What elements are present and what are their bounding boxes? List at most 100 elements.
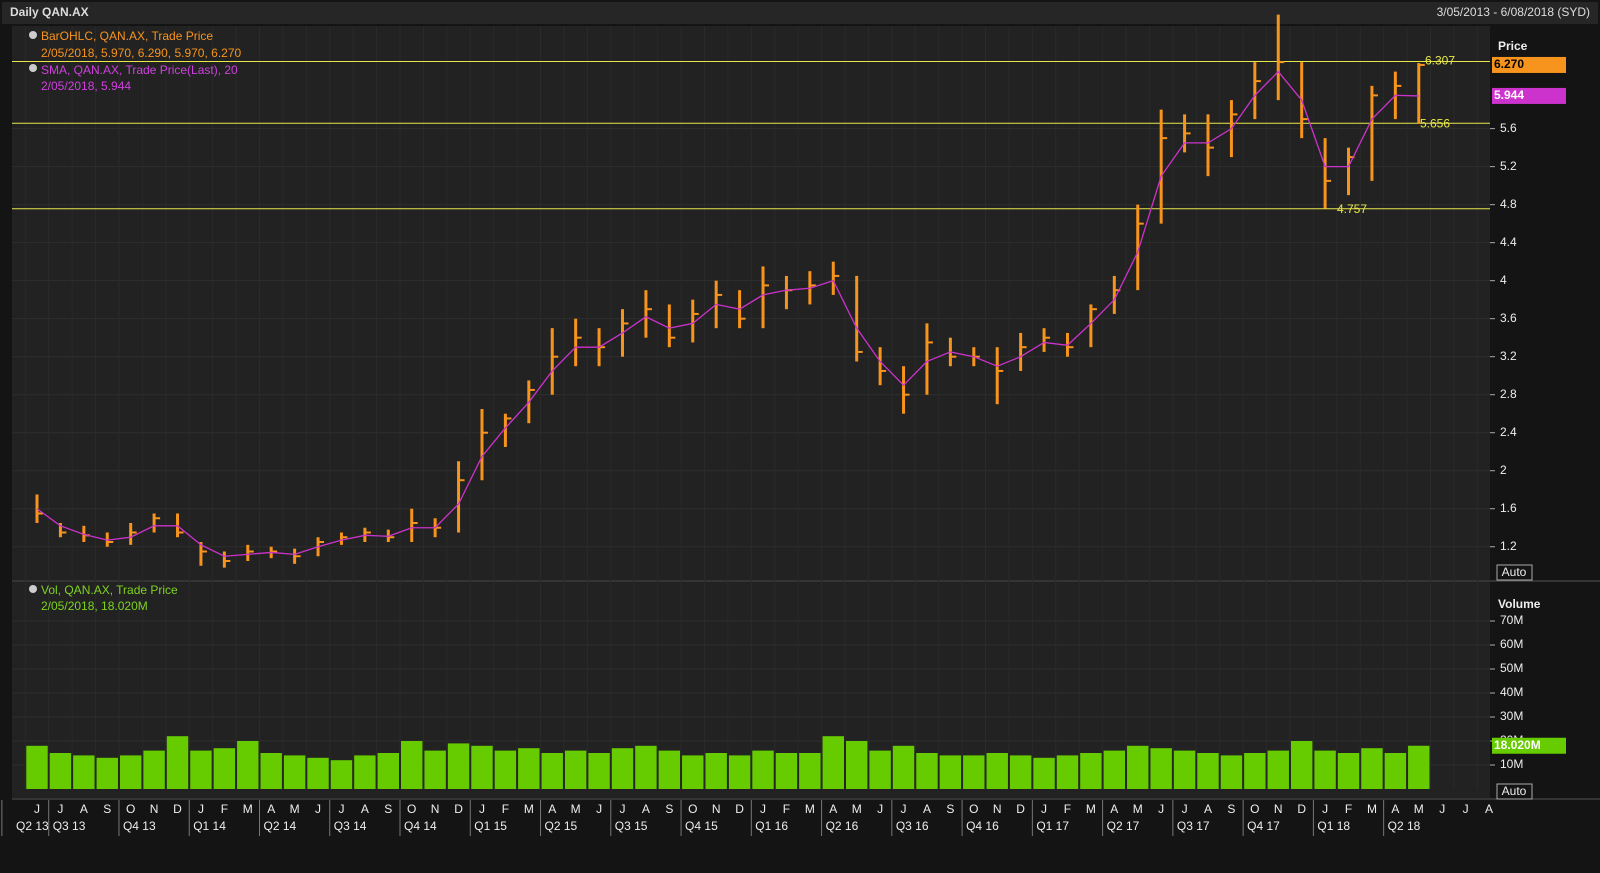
volume-bar: [190, 750, 212, 789]
quarter-label: Q2 18: [1388, 819, 1421, 833]
legend-icon[interactable]: [29, 31, 37, 39]
volume-bar: [658, 750, 681, 789]
x-tick-label: A: [1204, 802, 1212, 816]
y-tick-label: 4.4: [1500, 235, 1517, 249]
x-tick-label: J: [338, 802, 344, 816]
y-tick-label: 4: [1500, 273, 1507, 287]
x-tick-label: J: [1322, 802, 1328, 816]
quarter-label: Q2 13: [16, 819, 49, 833]
volume-bar: [1127, 745, 1149, 789]
volume-bar: [869, 750, 891, 789]
quarter-label: Q4 16: [966, 819, 999, 833]
auto-button[interactable]: [1496, 564, 1533, 581]
volume-bar: [471, 745, 493, 789]
auto-label[interactable]: Auto: [1502, 784, 1527, 798]
y-tick-label: 2.8: [1500, 387, 1517, 401]
y-tick-label: 2: [1500, 463, 1507, 477]
x-tick-label: O: [126, 802, 135, 816]
volume-axis-label: Volume: [1498, 597, 1541, 611]
volume-bar: [1267, 750, 1289, 789]
x-tick-label: N: [1274, 802, 1283, 816]
volume-bar: [588, 753, 610, 789]
volume-bar: [1103, 750, 1126, 789]
volume-bar: [986, 753, 1008, 789]
x-tick-label: A: [267, 802, 275, 816]
level-label: 5.656: [1420, 116, 1450, 130]
x-tick-label: S: [665, 802, 673, 816]
x-tick-label: J: [1439, 802, 1445, 816]
quarter-label: Q3 14: [334, 819, 367, 833]
x-tick-label: D: [1016, 802, 1025, 816]
quarter-label: Q1 18: [1317, 819, 1350, 833]
y2-tick-label: 50M: [1500, 661, 1523, 675]
volume-bar: [752, 750, 774, 789]
volume-bar: [845, 741, 868, 789]
x-tick-label: S: [1227, 802, 1235, 816]
x-tick-label: A: [361, 802, 369, 816]
x-tick-label: J: [596, 802, 602, 816]
quarter-label: Q2 14: [263, 819, 296, 833]
x-tick-label: S: [384, 802, 392, 816]
volume-bar: [564, 750, 587, 789]
auto-label[interactable]: Auto: [1502, 565, 1527, 579]
sma-line: [36, 70, 1419, 557]
x-tick-label: F: [1064, 802, 1071, 816]
quarter-label: Q1 16: [755, 819, 788, 833]
volume-bar: [1244, 753, 1266, 789]
volume-bar: [682, 755, 704, 789]
x-tick-label: J: [315, 802, 321, 816]
x-tick-label: D: [735, 802, 744, 816]
x-tick-label: M: [1367, 802, 1377, 816]
volume-bar: [73, 755, 95, 789]
quarter-label: Q2 17: [1107, 819, 1140, 833]
y-tick-label: 3.2: [1500, 349, 1517, 363]
volume-bar: [401, 741, 423, 789]
volume-bar: [494, 750, 517, 789]
x-tick-label: J: [57, 802, 63, 816]
x-tick-label: M: [1133, 802, 1143, 816]
legend-icon[interactable]: [29, 64, 37, 72]
volume-bar: [775, 753, 798, 789]
y-tick-label: 1.6: [1500, 501, 1517, 515]
volume-bar: [1033, 757, 1055, 789]
legend-value: 2/05/2018, 18.020M: [41, 599, 148, 613]
x-tick-label: J: [1463, 802, 1469, 816]
volume-bar: [1337, 753, 1360, 789]
volume-bar: [1290, 741, 1313, 789]
x-tick-label: J: [198, 802, 204, 816]
x-tick-label: J: [620, 802, 626, 816]
x-tick-label: S: [103, 802, 111, 816]
date-range: 3/05/2013 - 6/08/2018 (SYD): [1437, 5, 1590, 19]
quarter-label: Q3 17: [1177, 819, 1210, 833]
y2-tick-label: 30M: [1500, 709, 1523, 723]
value-tag: [1492, 87, 1566, 104]
legend-icon[interactable]: [29, 585, 37, 593]
x-tick-label: M: [290, 802, 300, 816]
volume-bar: [119, 755, 142, 789]
volume-bar: [518, 748, 540, 789]
volume-bar: [96, 757, 118, 789]
x-tick-label: J: [479, 802, 485, 816]
volume-bar: [377, 753, 400, 789]
volume-bar: [799, 753, 821, 789]
y2-tick-label: 40M: [1500, 685, 1523, 699]
x-tick-label: N: [712, 802, 721, 816]
x-tick-label: A: [829, 802, 837, 816]
y-tick-label: 1.2: [1500, 539, 1517, 553]
quarter-label: Q3 15: [615, 819, 648, 833]
x-tick-label: A: [80, 802, 88, 816]
quarter-label: Q2 16: [826, 819, 859, 833]
x-tick-label: M: [805, 802, 815, 816]
y2-tick-label: 60M: [1500, 637, 1523, 651]
x-tick-label: D: [454, 802, 463, 816]
quarter-label: Q3 16: [896, 819, 929, 833]
x-tick-label: M: [243, 802, 253, 816]
x-tick-label: M: [1086, 802, 1096, 816]
x-tick-label: M: [571, 802, 581, 816]
volume-bar: [166, 736, 189, 789]
quarter-label: Q1 14: [193, 819, 226, 833]
auto-button[interactable]: [1496, 783, 1533, 800]
chart-title: Daily QAN.AX: [10, 5, 89, 19]
volume-bar: [728, 755, 751, 789]
